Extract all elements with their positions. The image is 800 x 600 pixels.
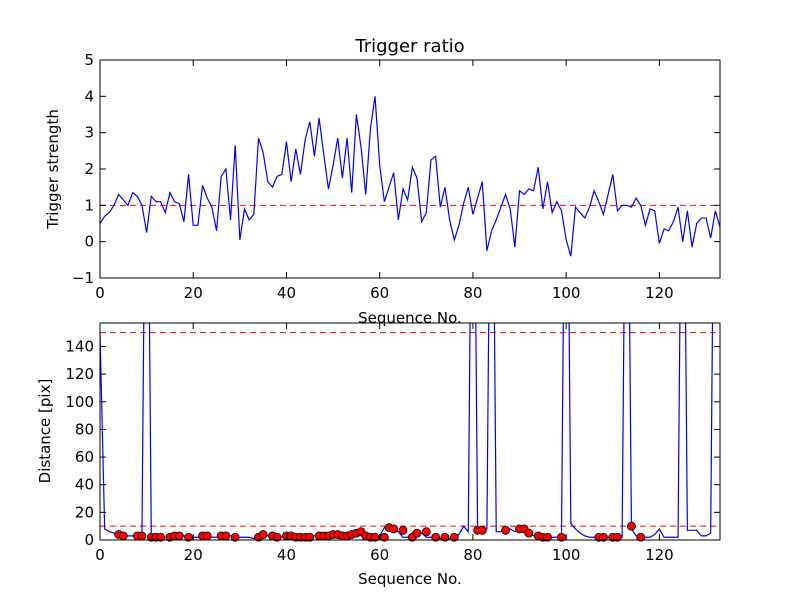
data-point [636,532,646,542]
x-tick-label: 120 [645,284,674,302]
data-point [379,532,389,542]
data-point [398,525,408,535]
bottom-ticks-layer: 0 20 40 60 80 100 120 0 20 40 60 80 100 120 140 [65,323,720,564]
data-point [137,531,147,541]
data-point [412,528,422,538]
y-tick-label: 100 [65,393,94,411]
x-tick-label: 100 [552,546,581,564]
x-tick-label: 80 [463,284,482,302]
x-tick-label: 20 [184,284,203,302]
bottom-y-axis-label: Distance [pix] [36,379,54,484]
data-point [184,532,193,542]
data-point [202,531,212,541]
data-point [221,531,231,541]
data-point [599,532,608,542]
x-tick-label: 120 [645,546,674,564]
x-tick-label: 80 [463,546,482,564]
x-tick-label: 60 [370,284,389,302]
y-tick-label: 20 [75,503,94,521]
y-tick-label: 2 [84,160,94,178]
data-point [174,531,184,541]
y-tick-label: 4 [84,87,94,105]
x-tick-label: 100 [552,284,581,302]
data-point [389,524,399,534]
y-tick-label: 120 [65,365,94,383]
y-tick-label: 80 [75,420,94,438]
data-point [449,532,459,542]
trigger-series-layer [100,96,720,257]
distance-chart: 0 20 40 60 80 100 120 0 20 40 60 80 100 120 140 Sequen… [36,322,721,588]
x-tick-label: 0 [95,546,105,564]
data-point [258,530,268,539]
data-point [156,532,166,542]
distance-markers-layer [114,521,646,542]
y-tick-label: 0 [84,233,94,251]
data-point [370,532,380,542]
data-point [305,532,315,542]
y-tick-label: 60 [75,448,94,466]
y-tick-label: 0 [84,531,94,549]
y-tick-label: 40 [75,476,94,494]
series-line [100,96,720,257]
data-point [501,525,510,535]
data-point [613,532,622,542]
y-tick-label: −1 [72,269,94,287]
y-tick-label: 3 [84,124,94,142]
x-tick-label: 0 [95,284,105,302]
data-point [557,532,566,542]
bottom-x-axis-label: Sequence No. [358,570,462,588]
y-tick-label: 1 [84,196,94,214]
x-tick-label: 40 [277,284,296,302]
x-tick-label: 60 [370,546,389,564]
data-point [543,532,552,542]
data-point [477,525,487,535]
bottom-plot-frame [99,322,721,541]
data-point [440,532,450,542]
x-tick-label: 20 [184,546,203,564]
y-tick-label: 140 [65,337,94,355]
data-point [421,527,431,537]
data-point [230,532,240,542]
data-point [524,528,534,538]
top-x-axis-label: Sequence No. [358,309,462,327]
top-y-axis-label: Trigger strength [44,109,62,230]
x-tick-label: 40 [277,546,296,564]
data-point [272,532,282,542]
y-tick-label: 5 [84,51,94,69]
data-point [431,532,441,542]
data-point [118,531,128,541]
chart-title: Trigger ratio [354,36,464,57]
top-plot-frame [99,59,721,279]
data-point [627,521,636,531]
